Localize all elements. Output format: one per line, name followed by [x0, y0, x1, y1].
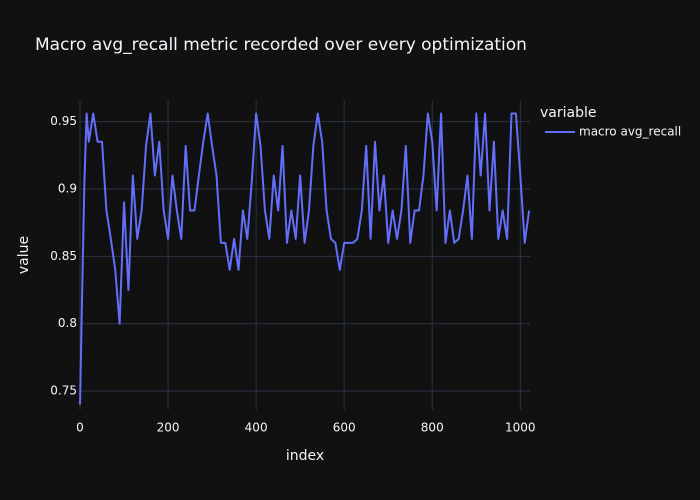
x-tick-label: 0: [76, 421, 84, 435]
x-tick-label: 600: [333, 421, 356, 435]
y-tick-label: 0.9: [58, 181, 77, 195]
data-line: [79, 112, 531, 405]
y-axis-title: value: [16, 236, 32, 274]
legend-label: macro avg_recall: [579, 125, 681, 139]
legend-title: variable: [540, 105, 596, 121]
x-tick-label: 400: [245, 421, 268, 435]
y-tick-label: 0.8: [58, 316, 77, 330]
x-tick-label: 1000: [505, 421, 536, 435]
x-tick-label: 800: [421, 421, 444, 435]
chart-title: Macro avg_recall metric recorded over ev…: [35, 35, 527, 55]
y-tick-label: 0.95: [50, 114, 77, 128]
y-tick-label: 0.75: [50, 384, 77, 398]
y-tick-label: 0.85: [50, 249, 77, 263]
x-tick-label: 200: [157, 421, 180, 435]
x-axis-title: index: [286, 448, 324, 464]
